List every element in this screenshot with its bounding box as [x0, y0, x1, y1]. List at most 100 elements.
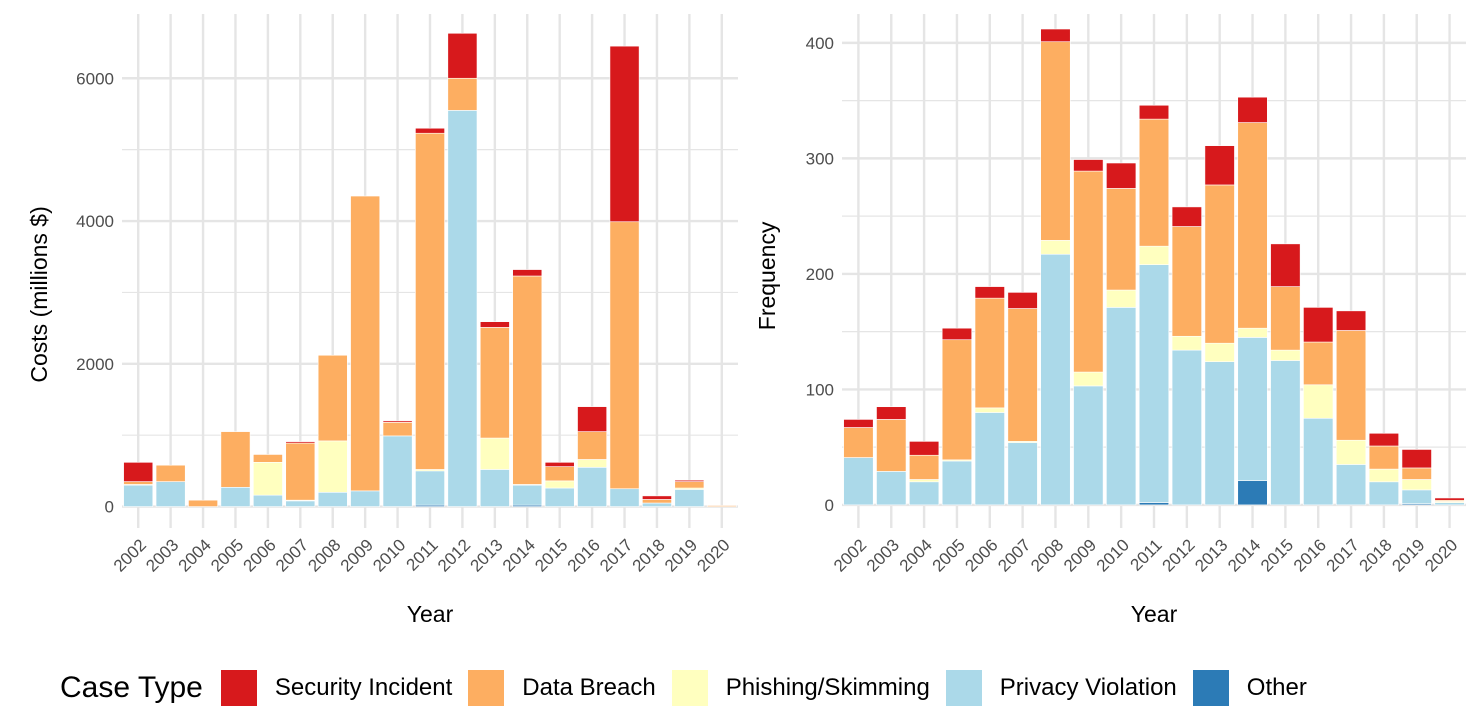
bar-privacy-violation-2002: [843, 457, 874, 506]
x-tick-label: 2019: [661, 535, 701, 575]
legend-swatch-privacy-violation: [945, 670, 982, 706]
bar-data-breach-2002: [123, 481, 154, 485]
x-tick-label: 2008: [304, 535, 344, 575]
bar-data-breach-2014: [512, 275, 543, 485]
bar-data-breach-2008: [317, 354, 348, 442]
bar-data-breach-2004: [909, 454, 940, 480]
bar-privacy-violation-2011: [415, 470, 445, 506]
bar-security-incident-2019: [1401, 449, 1432, 469]
bar-security-incident-2010: [1106, 162, 1137, 189]
bar-data-breach-2004: [188, 499, 218, 507]
bar-privacy-violation-2017: [1335, 464, 1367, 506]
bar-data-breach-2007: [1007, 308, 1038, 442]
bar-data-breach-2005: [941, 339, 973, 461]
bar-privacy-violation-2006: [974, 412, 1005, 506]
bar-security-incident-2015: [1270, 243, 1301, 287]
x-tick-label: 2007: [994, 535, 1034, 575]
bar-privacy-violation-2018: [642, 502, 672, 507]
bar-data-breach-2003: [155, 464, 186, 482]
bar-privacy-violation-2009: [1073, 385, 1104, 506]
y-tick-label: 100: [806, 380, 834, 399]
bar-privacy-violation-2017: [609, 488, 640, 507]
chart-frequency: 0100200300400200220032004200520062007200…: [754, 14, 1466, 627]
bar-phishing-skimming-2019: [1401, 479, 1432, 491]
bar-data-breach-2009: [350, 195, 381, 492]
bar-security-incident-2009: [1073, 159, 1104, 172]
bar-privacy-violation-2007: [1007, 442, 1038, 506]
chart-costs: 0200040006000200220032004200520062007200…: [26, 14, 738, 627]
x-tick-label: 2005: [929, 535, 969, 575]
bar-other-2014: [1237, 480, 1268, 506]
bar-privacy-violation-2008: [317, 492, 348, 507]
bar-security-incident-2016: [577, 406, 607, 432]
bar-phishing-skimming-2004: [909, 479, 940, 483]
bar-privacy-violation-2015: [544, 487, 575, 507]
bar-data-breach-2002: [843, 427, 874, 458]
bar-privacy-violation-2015: [1270, 360, 1301, 506]
x-tick-label: 2012: [1158, 535, 1198, 575]
y-axis-title: Costs (millions $): [26, 206, 52, 382]
legend-swatch-security-incident: [220, 670, 257, 706]
bar-security-incident-2011: [1138, 104, 1170, 120]
x-tick-label: 2015: [531, 535, 571, 575]
x-tick-label: 2010: [1093, 535, 1133, 575]
y-tick-label: 0: [105, 498, 114, 517]
x-tick-label: 2015: [1257, 535, 1297, 575]
y-tick-label: 400: [806, 34, 834, 53]
legend-item-data-breach: Data Breach: [468, 670, 656, 706]
bar-security-incident-2010: [382, 420, 413, 423]
bar-data-breach-2017: [609, 221, 640, 490]
y-tick-label: 6000: [76, 69, 114, 88]
bar-security-incident-2007: [1007, 292, 1038, 309]
bar-privacy-violation-2016: [1303, 417, 1334, 506]
bar-data-breach-2019: [1401, 467, 1432, 480]
bar-privacy-violation-2019: [1401, 489, 1432, 505]
bar-data-breach-2009: [1073, 170, 1104, 373]
bar-phishing-skimming-2010: [1106, 289, 1137, 308]
bar-privacy-violation-2018: [1368, 481, 1399, 506]
bar-data-breach-2008: [1040, 41, 1071, 241]
bar-privacy-violation-2004: [909, 481, 940, 506]
y-tick-label: 0: [825, 496, 834, 515]
x-tick-label: 2013: [466, 535, 506, 575]
bar-data-breach-2011: [1138, 118, 1170, 247]
bar-data-breach-2016: [577, 431, 607, 460]
x-tick-label: 2018: [629, 535, 669, 575]
bar-phishing-skimming-2013: [1204, 342, 1235, 362]
x-tick-label: 2004: [896, 535, 936, 575]
bar-privacy-violation-2003: [876, 471, 907, 506]
y-tick-label: 4000: [76, 212, 114, 231]
bar-phishing-skimming-2008: [317, 440, 348, 493]
bar-privacy-violation-2009: [350, 490, 381, 507]
x-tick-label: 2011: [403, 535, 442, 574]
bar-phishing-skimming-2014: [1237, 327, 1268, 338]
legend-item-other: Other: [1192, 670, 1307, 706]
x-tick-label: 2012: [434, 535, 474, 575]
legend-item-security-incident: Security Incident: [220, 670, 452, 706]
bar-data-breach-2012: [1171, 226, 1202, 337]
legend-item-privacy-violation: Privacy Violation: [945, 670, 1177, 706]
x-tick-label: 2006: [961, 535, 1001, 575]
x-tick-label: 2017: [596, 535, 636, 575]
x-tick-label: 2003: [863, 535, 903, 575]
bar-data-breach-2017: [1335, 330, 1367, 441]
bar-security-incident-2007: [285, 441, 316, 444]
bar-privacy-violation-2012: [1171, 349, 1202, 506]
bar-security-incident-2017: [609, 45, 640, 223]
x-tick-label: 2017: [1323, 535, 1363, 575]
bar-data-breach-2020: [706, 505, 737, 507]
bar-security-incident-2005: [941, 327, 973, 341]
x-tick-label: 2016: [1290, 535, 1330, 575]
bar-security-incident-2013: [1204, 145, 1235, 186]
legend-swatch-other: [1192, 670, 1229, 706]
x-tick-label: 2009: [337, 535, 377, 575]
legend-title: Case Type: [60, 671, 203, 704]
bar-security-incident-2011: [415, 127, 445, 134]
bar-data-breach-2010: [1106, 188, 1137, 291]
x-tick-label: 2002: [830, 535, 870, 575]
bar-security-incident-2014: [1237, 96, 1268, 123]
legend-label-data-breach: Data Breach: [522, 674, 656, 701]
bar-data-breach-2013: [479, 327, 510, 439]
bar-privacy-violation-2020: [1434, 502, 1465, 506]
x-tick-label: 2005: [207, 535, 247, 575]
